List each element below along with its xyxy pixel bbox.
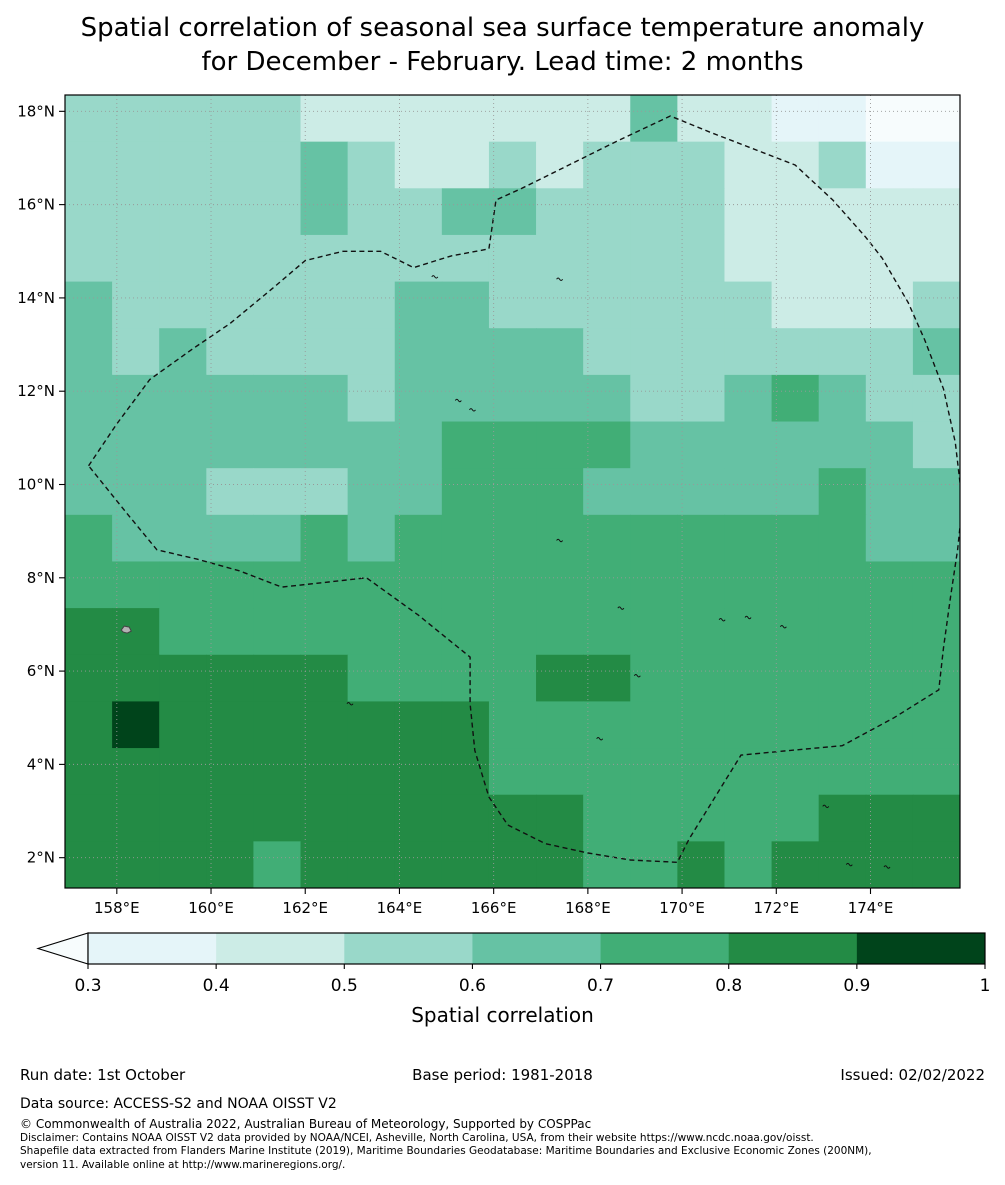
colorbar-tick-label: 1: [980, 976, 991, 996]
colorbar-tick-label: 0.3: [74, 976, 101, 996]
x-tick-label: 168°E: [565, 899, 611, 917]
colorbar-label: Spatial correlation: [411, 1003, 594, 1027]
run-date-text: Run date: 1st October: [20, 1066, 186, 1084]
y-tick-label: 8°N: [27, 569, 55, 587]
y-tick-label: 2°N: [27, 849, 55, 867]
axis-ticks: 158°E 160°E 162°E 164°E 166°E 168°E 170°E 172°E…: [17, 102, 893, 917]
colorbar-tick-label: 0.9: [843, 976, 870, 996]
x-tick-label: 166°E: [471, 899, 517, 917]
x-tick-label: 158°E: [94, 899, 140, 917]
y-tick-label: 16°N: [17, 196, 55, 214]
y-tick-label: 14°N: [17, 289, 55, 307]
y-tick-label: 18°N: [17, 102, 55, 120]
colorbar-tick-label: 0.6: [459, 976, 486, 996]
shapefile-note-text: Shapefile data extracted from Flanders M…: [20, 1145, 872, 1171]
y-tick-label: 12°N: [17, 382, 55, 400]
colorbar-tick-label: 0.4: [203, 976, 230, 996]
x-tick-label: 170°E: [659, 899, 705, 917]
chart-title: Spatial correlation of seasonal sea surf…: [80, 13, 925, 77]
copyright-text: © Commonwealth of Australia 2022, Austra…: [20, 1117, 592, 1131]
y-tick-label: 4°N: [27, 755, 55, 773]
heatmap-layer: [65, 95, 960, 888]
issued-text: Issued: 02/02/2022: [840, 1066, 985, 1084]
plot-frame: [64, 94, 961, 889]
gridlines: [65, 95, 960, 888]
colorbar-extend-arrow: [36, 932, 89, 965]
gray-island: [120, 625, 132, 634]
x-tick-label: 172°E: [753, 899, 799, 917]
y-tick-label: 10°N: [17, 476, 55, 494]
y-tick-label: 6°N: [27, 662, 55, 680]
x-tick-label: 174°E: [848, 899, 894, 917]
x-tick-label: 162°E: [282, 899, 328, 917]
colorbar-tick-label: 0.7: [587, 976, 614, 996]
colorbar-tick-label: 0.5: [331, 976, 358, 996]
colorbar: 0.3 0.4 0.5 0.6 0.7 0.8 0.9 1: [36, 932, 991, 996]
x-tick-label: 160°E: [188, 899, 234, 917]
island-marks: [346, 275, 891, 869]
meta-row: Run date: 1st October Base period: 1981-…: [0, 1066, 1005, 1088]
data-source-text: Data source: ACCESS-S2 and NOAA OISST V2: [20, 1096, 337, 1112]
colorbar-tick-label: 0.8: [715, 976, 742, 996]
eez-boundary: [87, 115, 960, 864]
disclaimer-text: Disclaimer: Contains NOAA OISST V2 data …: [20, 1132, 814, 1144]
base-period-text: Base period: 1981-2018: [412, 1066, 593, 1084]
x-tick-label: 164°E: [377, 899, 423, 917]
